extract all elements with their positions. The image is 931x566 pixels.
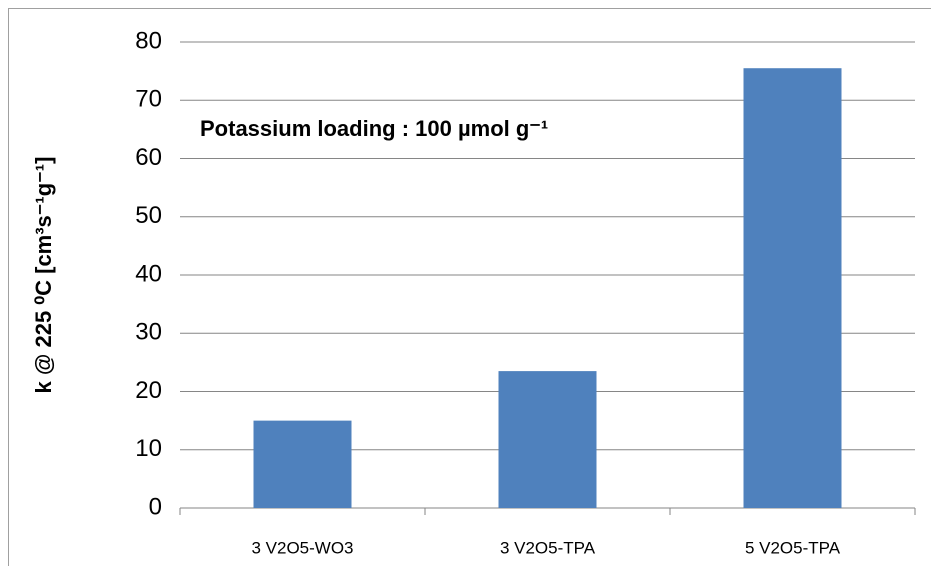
chart-border (8, 8, 931, 566)
y-tick-label: 80 (135, 27, 162, 54)
y-tick-label: 10 (135, 435, 162, 462)
bar (743, 68, 842, 509)
y-tick-label: 50 (135, 202, 162, 229)
y-tick-label: 40 (135, 260, 162, 287)
y-tick-label: 70 (135, 86, 162, 113)
x-tick-label: 5 V2O5-TPA (745, 538, 841, 557)
annotation: Potassium loading : 100 µmol g⁻¹ (200, 116, 548, 141)
y-axis-label: k @ 225 ⁰C [cm³s⁻¹g⁻¹] (31, 157, 56, 394)
y-tick-label: 60 (135, 144, 162, 171)
bar (253, 420, 352, 508)
y-tick-label: 20 (135, 377, 162, 404)
x-tick-label: 3 V2O5-TPA (500, 538, 596, 557)
y-tick-label: 0 (149, 493, 162, 520)
y-tick-label: 30 (135, 319, 162, 346)
bar (498, 371, 597, 508)
x-tick-label: 3 V2O5-WO3 (251, 538, 353, 557)
